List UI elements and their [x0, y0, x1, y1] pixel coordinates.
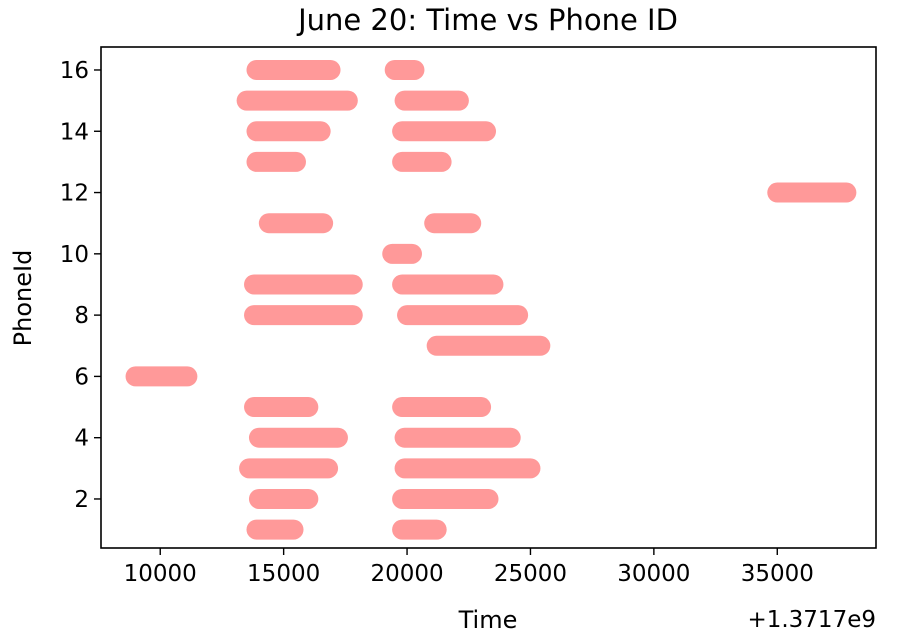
- x-tick-label: 10000: [124, 561, 197, 587]
- x-tick-label: 15000: [247, 561, 320, 587]
- plot-frame: [100, 46, 877, 549]
- data-point-run: [382, 243, 422, 264]
- data-point-run: [394, 427, 521, 448]
- data-point-run: [244, 305, 363, 326]
- data-point-run: [392, 397, 492, 418]
- x-tick-label: 20000: [370, 561, 443, 587]
- data-point-run: [244, 397, 319, 418]
- data-point-run: [248, 488, 319, 509]
- data-point-run: [246, 519, 304, 540]
- data-point-run: [424, 213, 482, 234]
- data-point-run: [244, 274, 363, 295]
- data-point-run: [397, 305, 529, 326]
- data-point-run: [392, 519, 447, 540]
- y-tick-label: 2: [74, 487, 89, 513]
- data-marks: [125, 59, 857, 540]
- y-axis-label: PhoneId: [9, 250, 37, 347]
- data-point-run: [392, 151, 452, 172]
- data-point-run: [394, 90, 469, 111]
- y-tick-label: 16: [60, 58, 89, 84]
- x-tick-label: 30000: [617, 561, 690, 587]
- x-axis: 10000 15000 20000 25000 30000 35000: [124, 548, 814, 587]
- x-tick-label: 25000: [494, 561, 567, 587]
- data-point-run: [246, 151, 306, 172]
- chart-title: June 20: Time vs Phone ID: [296, 3, 678, 37]
- data-point-run: [394, 458, 541, 479]
- y-tick-label: 8: [74, 303, 89, 329]
- data-point-run: [384, 59, 425, 80]
- data-point-run: [392, 274, 504, 295]
- data-point-run: [258, 213, 334, 234]
- x-offset-label: +1.3717e9: [747, 607, 876, 632]
- data-point-run: [392, 121, 497, 142]
- y-tick-label: 12: [60, 181, 89, 207]
- data-point-run: [236, 90, 358, 111]
- data-point-run: [392, 488, 499, 509]
- y-tick-label: 6: [74, 364, 89, 390]
- y-tick-label: 14: [60, 119, 89, 145]
- y-axis: 2 4 6 8 10 12 14 16: [60, 58, 101, 513]
- data-point-run: [246, 121, 331, 142]
- y-tick-label: 4: [74, 426, 89, 452]
- y-tick-label: 10: [60, 242, 89, 268]
- data-point-run: [248, 427, 348, 448]
- data-point-run: [767, 182, 857, 203]
- data-point-run: [246, 59, 341, 80]
- data-point-run: [239, 458, 339, 479]
- data-point-run: [125, 366, 198, 387]
- x-axis-label: Time: [458, 606, 518, 632]
- x-tick-label: 35000: [741, 561, 814, 587]
- data-point-run: [426, 335, 551, 356]
